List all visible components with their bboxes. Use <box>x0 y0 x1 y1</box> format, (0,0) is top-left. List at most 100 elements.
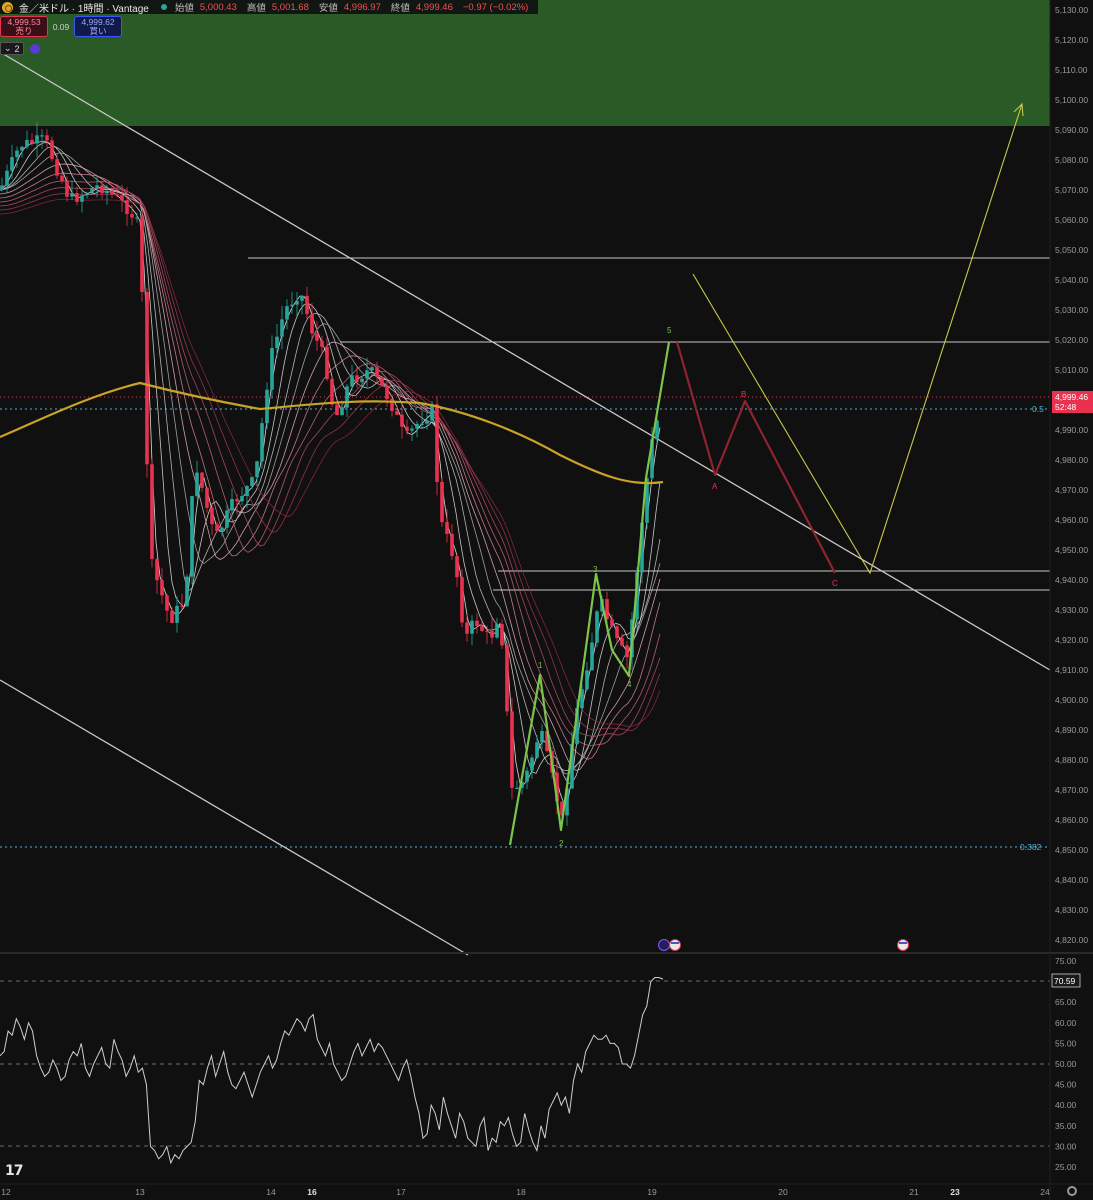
indicator-icon[interactable] <box>29 43 40 54</box>
price-tick-label: 5,110.00 <box>1055 65 1088 75</box>
lower-channel-line <box>0 679 469 956</box>
ma-ribbon-line <box>0 187 661 737</box>
rsi-tick-label: 50.00 <box>1055 1059 1077 1069</box>
close-value: 4,999.46 <box>415 1 453 13</box>
candle-body <box>245 486 249 496</box>
ma-ribbon-line <box>0 180 661 746</box>
wave-label-c: C <box>832 579 838 588</box>
price-tick-label: 5,120.00 <box>1055 35 1088 45</box>
low-label: 安値 <box>318 3 338 14</box>
wave-label-4: 4 <box>627 680 632 689</box>
us-flag-icon[interactable] <box>897 939 909 951</box>
rsi-tick-label: 75.00 <box>1055 956 1077 966</box>
abc-correction-path <box>675 341 836 574</box>
ma-ribbon-line <box>0 152 661 775</box>
candle-body <box>15 150 19 158</box>
price-tick-label: 4,860.00 <box>1055 815 1088 825</box>
candle-body <box>160 580 164 596</box>
price-tick-label: 4,970.00 <box>1055 485 1088 495</box>
candle-body <box>355 375 359 383</box>
buy-label: 買い <box>89 26 107 36</box>
price-tick-label: 4,930.00 <box>1055 605 1088 615</box>
candle-body <box>200 472 204 488</box>
candle-body <box>110 190 114 195</box>
candle-body <box>615 626 619 639</box>
indicator-toggle-button[interactable]: ⌄ 2 <box>0 42 24 55</box>
news-event-icon[interactable] <box>658 939 670 951</box>
time-axis[interactable]: 12 13 14 16 17 18 19 20 21 23 24 <box>1 1187 1050 1197</box>
high-label: 高値 <box>246 3 266 14</box>
market-open-dot-icon <box>160 4 167 10</box>
candle-body <box>460 577 464 623</box>
candle-body <box>320 340 324 347</box>
gear-icon[interactable] <box>1067 1186 1077 1196</box>
ma-ribbon-line <box>0 146 661 772</box>
last-price-label: 4,999.46 <box>1055 392 1088 402</box>
candle-body <box>45 135 49 141</box>
price-tick-label: 4,940.00 <box>1055 575 1088 585</box>
price-tick-label: 4,880.00 <box>1055 755 1088 765</box>
price-tick-label: 4,980.00 <box>1055 455 1088 465</box>
candle-body <box>275 336 279 349</box>
indicator-count: 2 <box>14 43 20 54</box>
candle-body <box>445 522 449 534</box>
rsi-tick-label: 60.00 <box>1055 1018 1077 1028</box>
candle-body <box>185 576 189 607</box>
candle-body <box>155 559 159 581</box>
buy-button[interactable]: 4,999.62 買い <box>74 16 122 37</box>
supply-zone <box>0 0 1050 126</box>
candle-body <box>610 619 614 627</box>
candle-body <box>105 190 109 194</box>
sell-button[interactable]: 4,999.53 売り <box>0 16 48 37</box>
symbol-legend[interactable]: 金／米ドル · 1時間 · Vantage 始値 5,000.43 高値 5,001… <box>0 0 539 15</box>
time-tick-label: 20 <box>778 1187 788 1197</box>
candle-body <box>40 135 44 137</box>
candle-body <box>0 185 4 190</box>
candle-body <box>305 295 309 315</box>
candle-body <box>385 385 389 399</box>
countdown-label: 52:48 <box>1055 402 1077 412</box>
price-tick-label: 4,850.00 <box>1055 845 1088 855</box>
price-tick-label: 5,100.00 <box>1055 95 1088 105</box>
candle-body <box>220 527 224 531</box>
tradingview-logo-icon[interactable]: 17 <box>5 1163 24 1179</box>
price-tick-label: 4,820.00 <box>1055 935 1088 945</box>
price-tick-label: 5,050.00 <box>1055 245 1088 255</box>
candle-body <box>225 510 229 528</box>
wave-label-1: 1 <box>538 661 543 670</box>
sell-label: 売り <box>15 26 33 36</box>
price-tick-label: 5,020.00 <box>1055 335 1088 345</box>
projection-path <box>692 103 1023 575</box>
candle-body <box>605 599 609 620</box>
event-icons[interactable] <box>658 939 909 951</box>
wave-label-b: B <box>741 390 746 399</box>
us-flag-icon[interactable] <box>669 939 681 951</box>
candle-body <box>250 477 254 487</box>
candle-body <box>325 346 329 379</box>
ma-ribbon-line <box>0 163 661 771</box>
candle-body <box>545 731 549 751</box>
candle-body <box>535 742 539 758</box>
candle-body <box>55 159 59 176</box>
wave-label-3: 3 <box>593 565 598 574</box>
symbol-title[interactable]: 金／米ドル · 1時間 · Vantage <box>19 3 149 15</box>
rsi-tick-label: 25.00 <box>1055 1162 1077 1172</box>
candle-body <box>425 420 429 424</box>
price-axis[interactable]: 5,130.00 5,120.00 5,110.00 5,100.00 5,090.00… <box>1055 5 1088 945</box>
trade-panel: 4,999.53 売り 0.09 4,999.62 買い <box>0 16 122 37</box>
candle-body <box>555 772 559 802</box>
candle-body <box>170 610 174 623</box>
candle-body <box>390 398 394 411</box>
candle-body <box>365 370 369 379</box>
candle-body <box>270 348 274 390</box>
price-tick-label: 4,920.00 <box>1055 635 1088 645</box>
candle-body <box>435 404 439 482</box>
candle-body <box>475 620 479 626</box>
candle-body <box>135 217 139 219</box>
time-tick-label: 23 <box>950 1187 960 1197</box>
candle-body <box>510 711 514 788</box>
candle-body <box>205 487 209 508</box>
low-value: 4,996.97 <box>343 1 381 13</box>
